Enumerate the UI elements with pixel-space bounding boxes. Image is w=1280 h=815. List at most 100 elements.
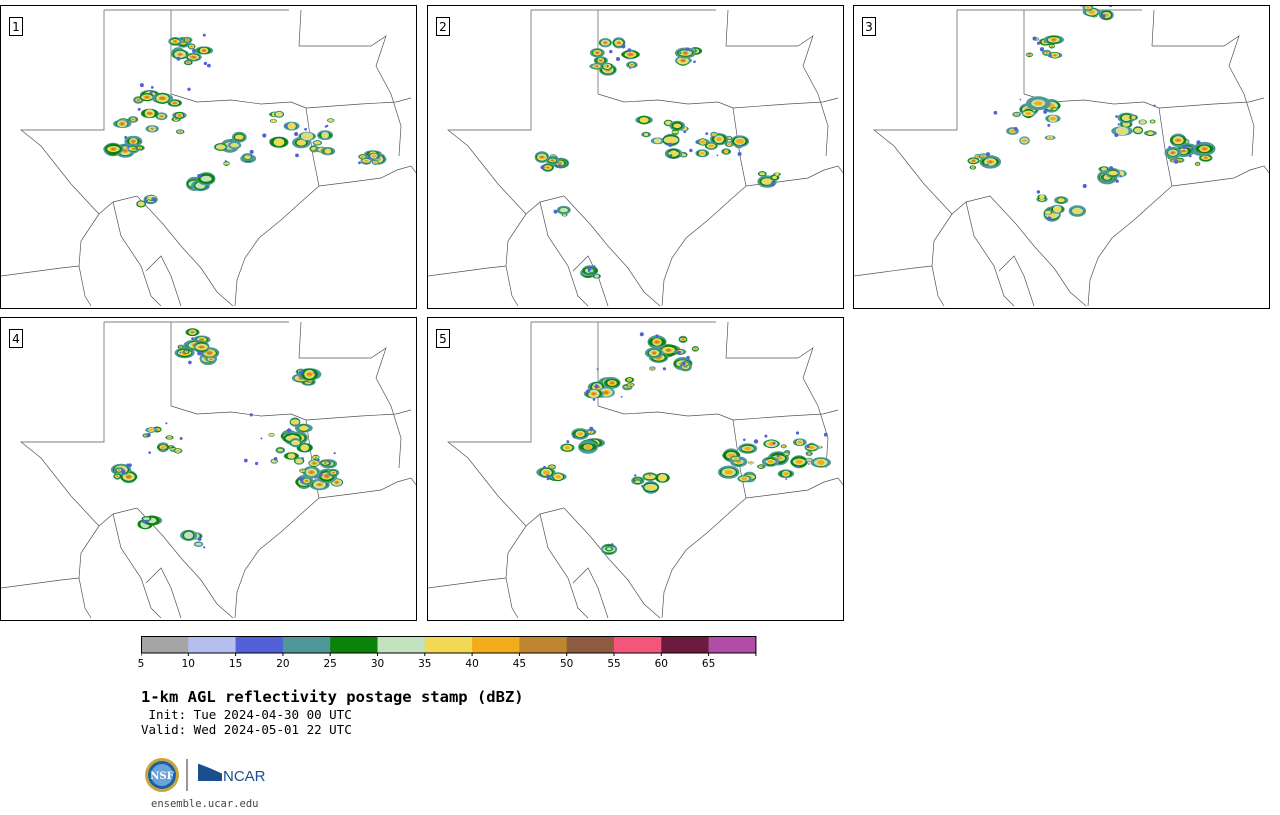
- echo-fringe: [616, 57, 620, 61]
- echo-cell: [1072, 208, 1083, 214]
- colorbar-tick-label: 50: [560, 658, 574, 670]
- echo-cell: [1034, 101, 1043, 106]
- map-base: [428, 9, 843, 307]
- echo-fringe: [669, 154, 673, 157]
- echo-cell: [1028, 54, 1031, 56]
- ncar-logo-text: NCAR: [223, 768, 266, 785]
- echo-fringe: [126, 463, 130, 467]
- echo-cell: [727, 137, 731, 139]
- echo-cell: [655, 340, 659, 344]
- map-panel-4: 4: [0, 317, 417, 621]
- echo-fringe: [785, 478, 788, 480]
- echo-cell: [273, 139, 285, 146]
- echo-fringe: [1117, 123, 1120, 126]
- echo-fringe: [304, 127, 307, 131]
- echo-cell: [681, 338, 685, 341]
- echo-fringe: [1190, 147, 1194, 151]
- echo-fringe: [685, 47, 690, 51]
- echo-fringe: [188, 360, 192, 365]
- boundary-line: [1171, 165, 1269, 187]
- echo-cell: [808, 453, 811, 455]
- map-panel-5: 5: [427, 317, 844, 621]
- echo-cell: [610, 381, 615, 385]
- boundary-line: [305, 409, 412, 421]
- echo-fringe: [1188, 154, 1192, 158]
- echo-fringe: [203, 61, 208, 66]
- echo-fringe: [993, 110, 998, 115]
- echo-cell: [559, 207, 569, 213]
- echo-fringe: [668, 142, 673, 147]
- echo-cell: [309, 380, 311, 382]
- echo-cell: [231, 143, 238, 147]
- echo-cell: [120, 122, 124, 126]
- echo-fringe: [358, 161, 361, 165]
- echo-cell: [324, 149, 332, 154]
- echo-fringe: [587, 267, 592, 271]
- echo-cell: [372, 154, 376, 158]
- echo-fringe: [1013, 127, 1018, 131]
- echo-cell: [629, 384, 632, 386]
- echo-cell: [1089, 10, 1095, 14]
- echo-fringe: [179, 351, 182, 354]
- nsf-ncar-logo: NSF NCAR: [145, 758, 266, 792]
- echo-cell: [744, 446, 751, 451]
- echo-cell: [1051, 45, 1053, 47]
- echo-fringe: [135, 146, 138, 149]
- boundary-line: [854, 265, 933, 277]
- echo-fringe: [326, 124, 329, 128]
- echo-fringe: [609, 49, 613, 54]
- echo-fringe: [761, 465, 764, 468]
- echo-fringe: [806, 444, 810, 449]
- echo-fringe: [572, 435, 577, 439]
- echo-cell: [269, 433, 274, 436]
- echo-cell: [374, 161, 377, 164]
- echo-fringe: [611, 543, 614, 546]
- echo-cell: [543, 470, 550, 475]
- echo-cell: [558, 162, 562, 164]
- boundary-line: [145, 567, 182, 619]
- echo-fringe: [197, 537, 202, 541]
- echo-cell: [1045, 52, 1048, 54]
- panel-label: 5: [436, 329, 450, 348]
- boundary-line: [539, 513, 589, 619]
- echo-fringe: [621, 44, 626, 49]
- colorbar: [141, 636, 757, 656]
- echo-cell: [328, 119, 333, 122]
- echo-fringe: [255, 461, 259, 466]
- echo-cell: [600, 60, 602, 61]
- colorbar-tick-label: 45: [512, 658, 527, 670]
- echo-fringe: [677, 350, 681, 355]
- echo-fringe: [589, 426, 594, 431]
- echo-fringe: [202, 33, 206, 37]
- echo-fringe: [139, 83, 144, 88]
- echo-fringe: [141, 519, 145, 523]
- echo-fringe: [121, 469, 126, 474]
- echo-fringe: [333, 452, 336, 455]
- echo-fringe: [299, 370, 303, 375]
- echo-fringe: [686, 355, 690, 360]
- boundary-line: [1, 265, 80, 277]
- boundary-line: [234, 185, 320, 307]
- echo-fringe: [262, 133, 267, 138]
- panel-label: 1: [9, 17, 23, 36]
- echo-fringe: [823, 432, 828, 437]
- echo-cell: [1039, 195, 1045, 199]
- echo-fringe: [689, 148, 693, 153]
- echo-cell: [680, 59, 686, 62]
- echo-fringe: [317, 458, 320, 462]
- echo-fringe: [150, 86, 154, 89]
- colorbar-swatch: [377, 636, 426, 653]
- echo-cell: [817, 460, 825, 465]
- echo-cell: [735, 139, 744, 144]
- echo-cell: [200, 175, 212, 182]
- boundary-line: [298, 321, 402, 469]
- map-base: [1, 321, 416, 619]
- echo-fringe: [376, 156, 380, 159]
- echo-cell: [724, 150, 728, 153]
- echo-fringe: [1168, 145, 1171, 149]
- echo-cell: [596, 52, 599, 54]
- echo-fringe: [203, 546, 206, 549]
- echo-cell: [716, 137, 722, 142]
- echo-fringe: [649, 474, 651, 476]
- echo-fringe: [566, 440, 570, 444]
